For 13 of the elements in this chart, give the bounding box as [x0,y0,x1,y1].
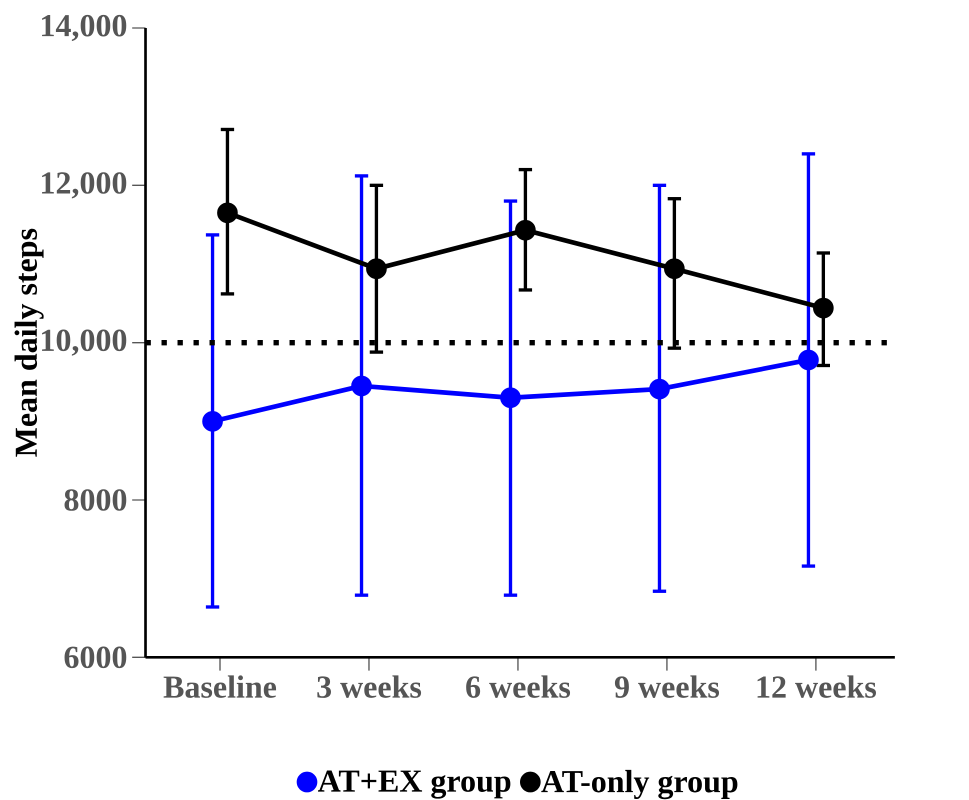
y-axis-title: Mean daily steps [14,228,44,457]
legend-label: AT-only group [541,770,738,800]
legend-label: AT+EX group [318,770,510,799]
y-tick-label: 8000 [64,489,126,511]
x-tick-label: 12 weeks [758,675,876,698]
y-tick-label: 6000 [64,646,126,668]
x-tick-label: 6 weeks [466,675,570,698]
y-tick-label: 10,000 [42,330,126,356]
y-tick-label: 12,000 [42,172,126,198]
x-tick-label: 9 weeks [614,675,720,698]
x-tick-label: Baseline [164,675,276,698]
y-tick-label: 14,000 [42,14,126,42]
x-tick-label: 3 weeks [317,675,422,698]
